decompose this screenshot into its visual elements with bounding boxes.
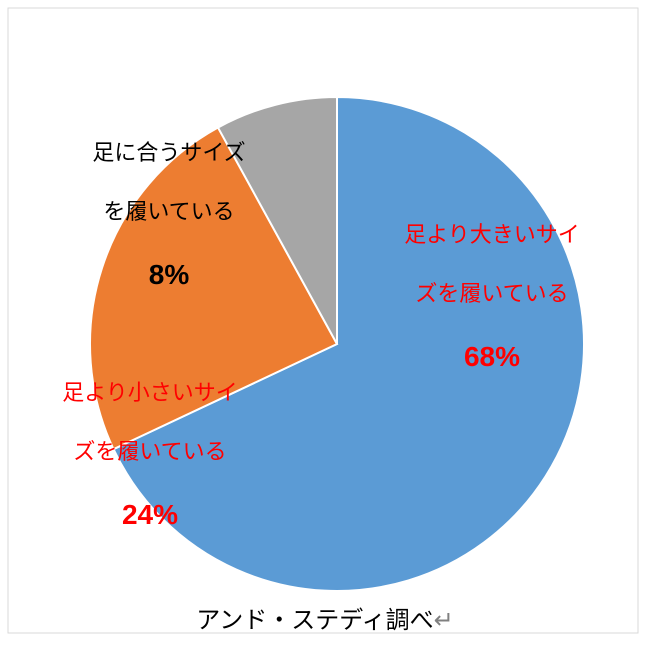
label-line: ズを履いている <box>372 279 612 309</box>
caption-text: アンド・ステディ調べ <box>196 607 433 634</box>
label-line: 足より小さいサイ <box>32 378 268 408</box>
label-percent: 8% <box>62 256 276 294</box>
slice-label-larger: 足より大きいサイ ズを履いている 68% <box>372 190 612 406</box>
label-percent: 24% <box>32 496 268 534</box>
label-line: 足に合うサイズ <box>62 138 276 168</box>
label-line: を履いている <box>62 197 276 227</box>
chart-container: 足より大きいサイ ズを履いている 68% 足より小さいサイ ズを履いている 24… <box>0 0 650 645</box>
label-line: ズを履いている <box>32 437 268 467</box>
return-glyph-icon: ↵ <box>434 607 454 634</box>
chart-caption: アンド・ステディ調べ↵ <box>0 600 650 635</box>
label-line: 足より大きいサイ <box>372 220 612 250</box>
slice-label-smaller: 足より小さいサイ ズを履いている 24% <box>32 348 268 564</box>
slice-label-fit: 足に合うサイズ を履いている 8% <box>62 108 276 324</box>
label-percent: 68% <box>372 338 612 376</box>
